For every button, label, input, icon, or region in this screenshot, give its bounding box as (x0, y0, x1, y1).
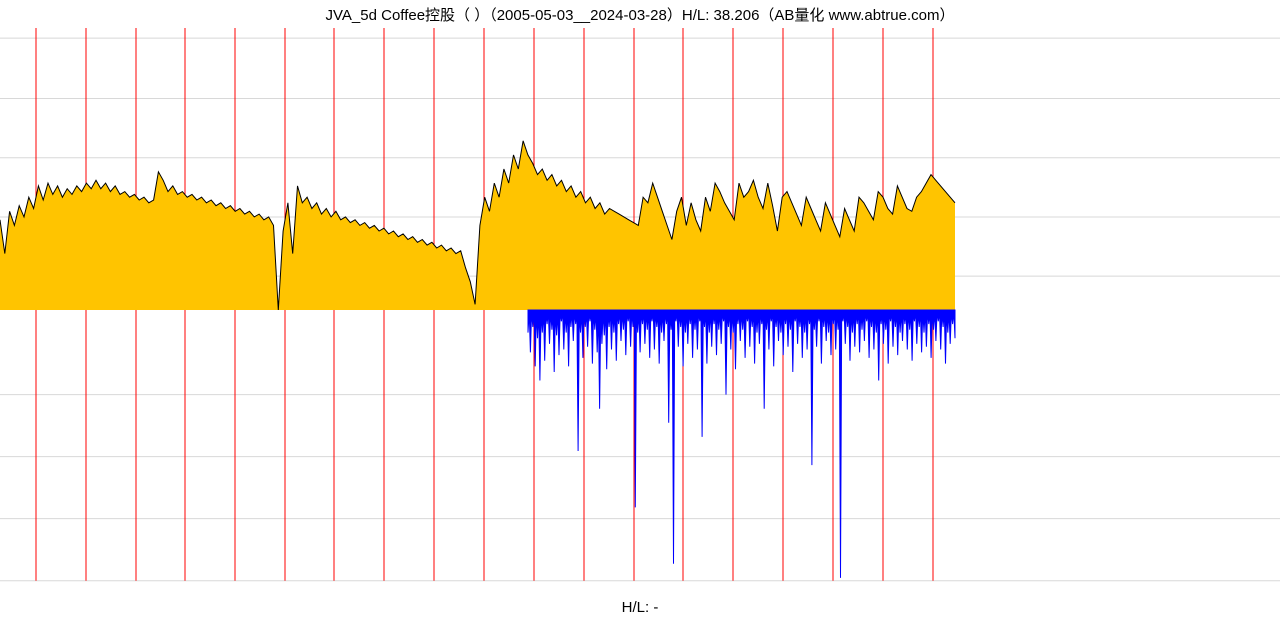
chart-plot-area (0, 28, 1280, 592)
chart-footer: H/L: - (0, 599, 1280, 616)
chart-title: JVA_5d Coffee控股（ ）（2005-05-03__2024-03-2… (0, 4, 1280, 25)
chart-svg (0, 28, 1280, 592)
